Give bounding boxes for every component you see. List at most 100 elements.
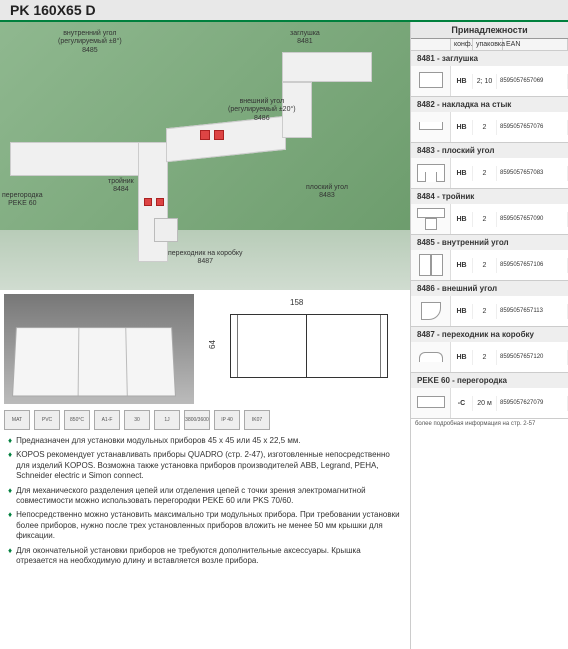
col-conf: конф. — [451, 39, 473, 50]
spec-icon: A1-F — [94, 410, 120, 430]
bullet-item: ♦Для окончательной установки приборов не… — [8, 546, 402, 567]
accessory-pack: 2 — [473, 350, 497, 365]
bullet-item: ♦KOPOS рекомендует устанавливать приборы… — [8, 450, 402, 481]
accessory-pack: 2; 10 — [473, 74, 497, 89]
accessories-columns: конф. упаковка EAN — [411, 39, 568, 51]
outline-rect — [230, 314, 388, 378]
bullet-item: ♦ Предназначен для установки модульных пр… — [8, 436, 402, 446]
socket-marker — [144, 198, 152, 206]
trunk-piece — [10, 142, 140, 176]
accessory-ean: 8595057657076 — [497, 120, 568, 135]
accessory-icon — [411, 388, 451, 418]
spec-icon: MAT — [4, 410, 30, 430]
spec-icon: 3800/3600 — [184, 410, 210, 430]
bullet-item: ♦Непосредственно можно установить максим… — [8, 510, 402, 541]
accessory-pack: 2 — [473, 304, 497, 319]
accessory-title: PEKE 60 - перегородка — [411, 373, 568, 388]
page-title: PK 160X65 D — [10, 2, 96, 18]
accessory-code: HB — [451, 258, 473, 273]
accessory-item: 8483 - плоский уголHB28595057657083 — [411, 143, 568, 189]
accessory-title: 8483 - плоский угол — [411, 143, 568, 158]
bullet-text: Непосредственно можно установить максима… — [16, 510, 402, 541]
accessory-title: 8487 - переходник на коробку — [411, 327, 568, 342]
accessory-title: 8482 - накладка на стык — [411, 97, 568, 112]
accessory-code: HB — [451, 304, 473, 319]
accessory-code: HB — [451, 212, 473, 227]
accessory-title: 8485 - внутренний угол — [411, 235, 568, 250]
accessories-footnote: более подробная информация на стр. 2-57 — [411, 419, 568, 429]
bullet-text: Для окончательной установки приборов не … — [16, 546, 402, 567]
accessory-item: PEKE 60 - перегородка-C20 м8595057627079 — [411, 373, 568, 419]
accessory-code: HB — [451, 350, 473, 365]
content-area: внутренний угол(регулируемый ±8°)8485 заг… — [0, 22, 568, 649]
accessory-code: HB — [451, 120, 473, 135]
spec-icon: 850°C — [64, 410, 90, 430]
page-header: PK 160X65 D — [0, 0, 568, 22]
accessory-pack: 20 м — [473, 396, 497, 411]
render-label: переходник на коробку8487 — [168, 250, 243, 267]
accessory-ean: 8595057657113 — [497, 304, 568, 319]
accessory-item: 8485 - внутренний уголHB28595057657106 — [411, 235, 568, 281]
accessory-body: HB28595057657083 — [411, 158, 568, 188]
accessory-item: 8487 - переходник на коробкуHB2859505765… — [411, 327, 568, 373]
bullet-marker: ♦ — [8, 450, 12, 481]
accessory-pack: 2 — [473, 166, 497, 181]
accessory-item: 8484 - тройникHB28595057657090 — [411, 189, 568, 235]
accessory-body: -C20 м8595057627079 — [411, 388, 568, 418]
accessory-ean: 8595057657083 — [497, 166, 568, 181]
accessory-icon — [411, 250, 451, 280]
accessories-header: Принадлежности — [411, 22, 568, 39]
accessory-ean: 8595057627079 — [497, 396, 568, 411]
col-ean: EAN — [503, 39, 568, 50]
accessory-body: HB2; 108595057657069 — [411, 66, 568, 96]
accessory-title: 8481 - заглушка — [411, 51, 568, 66]
accessory-icon — [411, 158, 451, 188]
accessories-column: Принадлежности конф. упаковка EAN 8481 -… — [410, 22, 568, 649]
spec-icon: 1J — [154, 410, 180, 430]
accessories-list: 8481 - заглушкаHB2; 1085950576570698482 … — [411, 51, 568, 429]
accessory-icon — [411, 342, 451, 372]
accessory-body: HB28595057657090 — [411, 204, 568, 234]
junction-box — [154, 218, 178, 242]
bullet-text: Предназначен для установки модульных при… — [16, 436, 300, 446]
accessory-icon — [411, 66, 451, 96]
height-dimension: 64 — [208, 340, 217, 349]
socket-marker — [156, 198, 164, 206]
accessory-body: HB28595057657120 — [411, 342, 568, 372]
render-label: перегородкаPEKE 60 — [2, 192, 43, 209]
socket-marker — [200, 130, 210, 140]
left-column: внутренний угол(регулируемый ±8°)8485 заг… — [0, 22, 410, 649]
bullet-marker: ♦ — [8, 546, 12, 567]
accessory-code: HB — [451, 74, 473, 89]
accessory-item: 8481 - заглушкаHB2; 108595057657069 — [411, 51, 568, 97]
accessory-title: 8484 - тройник — [411, 189, 568, 204]
render-label: заглушка8481 — [290, 30, 320, 47]
render-label: плоский угол8483 — [306, 184, 348, 201]
spec-icon: IP 40 — [214, 410, 240, 430]
accessory-title: 8486 - внешний угол — [411, 281, 568, 296]
spec-icon: PVC — [34, 410, 60, 430]
accessory-pack: 2 — [473, 212, 497, 227]
socket-marker — [214, 130, 224, 140]
accessory-body: HB28595057657106 — [411, 250, 568, 280]
bullet-marker: ♦ — [8, 436, 12, 446]
accessory-ean: 8595057657120 — [497, 350, 568, 365]
accessory-ean: 8595057657090 — [497, 212, 568, 227]
accessory-code: HB — [451, 166, 473, 181]
render-label: внешний угол(регулируемый ±20°)8486 — [228, 98, 296, 123]
bullet-marker: ♦ — [8, 486, 12, 507]
accessory-pack: 2 — [473, 258, 497, 273]
trunk-piece — [282, 52, 372, 82]
photo-trunking — [12, 327, 176, 396]
accessory-code: -C — [451, 396, 473, 411]
product-render: внутренний угол(регулируемый ±8°)8485 заг… — [0, 22, 410, 290]
technical-drawing: 158 64 — [200, 294, 410, 404]
bullet-text: KOPOS рекомендует устанавливать приборы … — [16, 450, 402, 481]
width-dimension: 158 — [290, 298, 303, 307]
accessory-icon — [411, 204, 451, 234]
accessory-body: HB28595057657113 — [411, 296, 568, 326]
render-label: внутренний угол(регулируемый ±8°)8485 — [58, 30, 122, 55]
accessory-item: 8486 - внешний уголHB28595057657113 — [411, 281, 568, 327]
accessory-icon — [411, 296, 451, 326]
bullet-item: ♦Для механического разделения цепей или … — [8, 486, 402, 507]
